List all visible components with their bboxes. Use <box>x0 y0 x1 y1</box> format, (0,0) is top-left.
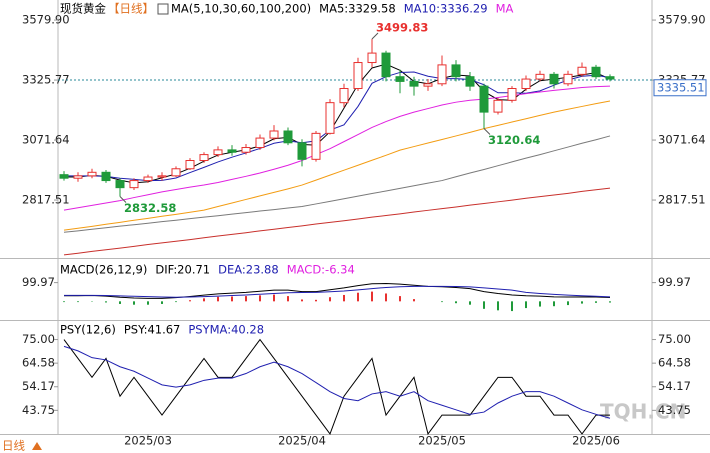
header-label: PSYMA:40.28 <box>188 323 264 337</box>
candle-body <box>591 66 601 78</box>
y-tick-label-right: 54.17 <box>658 379 691 393</box>
y-tick-label-right: 3071.64 <box>658 133 706 147</box>
annotation-pointer <box>371 32 379 40</box>
candle-body <box>339 88 349 104</box>
candle-body <box>101 171 111 182</box>
header-label: DIF:20.71 <box>155 263 210 277</box>
candle-body <box>507 88 517 101</box>
candle-body <box>157 175 167 178</box>
y-tick-label-right: 64.58 <box>658 356 691 370</box>
indicator-line <box>64 71 611 182</box>
y-tick-label: 99.97 <box>22 275 55 289</box>
candle-body <box>437 64 447 85</box>
candle-body <box>297 142 307 160</box>
candle-body <box>563 73 573 85</box>
candle-body <box>605 76 615 80</box>
candle-body <box>283 130 293 144</box>
y-tick-label: 3071.64 <box>22 133 70 147</box>
header-label: MA <box>496 2 514 16</box>
candle-body <box>479 85 489 113</box>
header-label: DEA:23.88 <box>218 263 279 277</box>
annotation: 3120.64 <box>488 133 540 147</box>
candle-body <box>381 52 391 78</box>
candle-body <box>87 171 97 177</box>
candle-body <box>171 168 181 177</box>
candle-body <box>255 137 265 149</box>
candle-body <box>185 160 195 170</box>
x-tick-label: 2025/03 <box>124 434 172 448</box>
candle-body <box>325 102 335 134</box>
indicator-line <box>63 135 611 233</box>
candle-body <box>451 64 461 78</box>
candle-body <box>73 175 83 179</box>
candle-body <box>577 66 587 75</box>
annotation-pointer <box>119 196 127 203</box>
y-tick-label: 54.17 <box>22 379 55 393</box>
candle-body <box>535 73 545 80</box>
candle-body <box>227 149 237 153</box>
candle-body <box>423 83 433 87</box>
candle-body <box>143 176 153 182</box>
candle-body <box>199 154 209 162</box>
header-label: PSY(12,6) <box>60 323 116 337</box>
header-label: MA(5,10,30,60,100,200) <box>171 2 311 16</box>
indicator-line <box>63 100 611 231</box>
period-arrow[interactable] <box>32 442 42 450</box>
candle-body <box>241 147 251 153</box>
indicator-line <box>64 283 611 299</box>
candle-body <box>493 99 503 113</box>
candle-body <box>115 180 125 189</box>
y-tick-label: 2817.51 <box>22 193 70 207</box>
header-label: PSY:41.67 <box>124 323 181 337</box>
candle-body <box>353 62 363 90</box>
y-tick-label: 3579.90 <box>22 13 70 27</box>
candle-body <box>465 76 475 87</box>
y-tick-label: 64.58 <box>22 356 55 370</box>
period-label: 【日线】 <box>108 2 154 16</box>
y-tick-label: 3325.77 <box>22 73 70 87</box>
y-tick-label: 75.00 <box>22 332 55 346</box>
annotation-pointer <box>483 128 491 135</box>
indicator-icon <box>157 3 169 15</box>
price-tag: 3335.51 <box>657 80 705 94</box>
candle-body <box>59 174 69 179</box>
price-tag-box <box>653 79 707 97</box>
candle-body <box>409 80 419 87</box>
x-tick-label: 2025/04 <box>278 434 326 448</box>
indicator-line <box>63 187 611 256</box>
indicator-line <box>63 345 611 419</box>
annotation: 2832.58 <box>124 201 176 215</box>
indicator-line <box>63 338 610 436</box>
period-button[interactable]: 日线 <box>2 439 25 453</box>
header-label: MA5:3329.58 <box>319 2 396 16</box>
candle-body <box>521 78 531 90</box>
candle-body <box>213 149 223 156</box>
candle-body <box>129 180 139 189</box>
indicator-line <box>64 285 611 298</box>
header-label: MA10:3336.29 <box>404 2 488 16</box>
header-label: MACD:-6.34 <box>287 263 355 277</box>
candle-body <box>395 76 405 82</box>
y-tick-label-right: 3579.90 <box>658 13 706 27</box>
chart-title: 现货黄金 <box>60 2 106 16</box>
watermark: TQH.CN <box>600 400 686 424</box>
candle-body <box>549 73 559 85</box>
y-tick-label-right: 99.97 <box>658 275 691 289</box>
candle-body <box>269 130 279 139</box>
y-tick-label-right: 43.75 <box>658 403 691 417</box>
y-tick-label-right: 2817.51 <box>658 193 706 207</box>
y-tick-label: 43.75 <box>22 403 55 417</box>
x-tick-label: 2025/06 <box>572 434 620 448</box>
indicator-line <box>63 85 611 211</box>
candle-body <box>311 132 321 160</box>
y-tick-label-right: 75.00 <box>658 332 691 346</box>
candle-body <box>367 52 377 64</box>
header-label: MACD(26,12,9) <box>60 263 147 277</box>
annotation: 3499.83 <box>376 20 428 34</box>
x-tick-label: 2025/05 <box>418 434 466 448</box>
